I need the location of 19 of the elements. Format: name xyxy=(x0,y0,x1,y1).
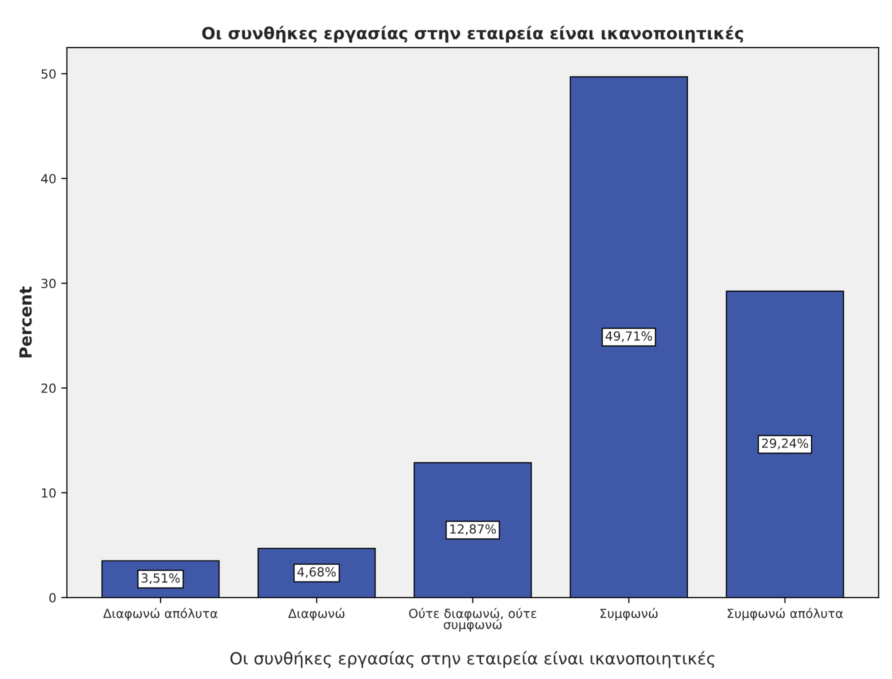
y-tick-label: 50 xyxy=(42,69,56,79)
y-tick-label: 10 xyxy=(42,488,56,498)
y-tick-label: 40 xyxy=(41,174,56,184)
y-tick-label: 30 xyxy=(42,278,56,288)
data-label: 3,51% xyxy=(142,573,180,584)
data-label: 49,71% xyxy=(606,331,652,342)
x-tick-label: Ούτε διαφωνώ, ούτε συμφωνώ xyxy=(409,608,536,632)
y-axis-title: Percent xyxy=(19,286,32,358)
x-tick-label: Συμφωνώ xyxy=(600,608,658,621)
y-tick-label: 20 xyxy=(41,383,56,393)
chart-title: Οι συνθήκες εργασίας στην εταιρεία είναι ικανοποιητικές xyxy=(202,26,744,43)
data-label: 29,24% xyxy=(762,438,808,450)
x-tick-label: Διαφωνώ xyxy=(288,608,344,621)
y-tick-label: 0 xyxy=(49,592,56,602)
data-label: 12,87% xyxy=(450,524,496,536)
x-tick-label: Διαφωνώ απόλυτα xyxy=(103,608,218,621)
x-axis-title: Οι συνθήκες εργασίας στην εταιρεία είναι ικανοποιητικές xyxy=(230,651,714,668)
data-label: 4,68% xyxy=(297,567,336,578)
x-tick-label: Συμφωνώ απόλυτα xyxy=(728,608,843,621)
